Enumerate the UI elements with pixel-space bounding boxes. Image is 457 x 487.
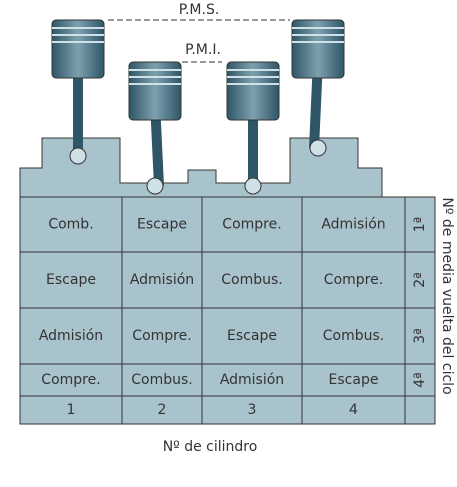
- cell-text: Comb.: [48, 217, 93, 233]
- cell-text: Admisión: [130, 272, 194, 288]
- table: Comb. Escape Compre. Admisión 1ª Escape Admisi…: [19, 196, 436, 425]
- half-turn-label: 1ª: [412, 217, 428, 233]
- cylinder-number: 4: [349, 402, 358, 418]
- half-turn-label: 2ª: [412, 272, 428, 288]
- cell-text: Escape: [227, 328, 277, 344]
- cell-text: Combus.: [323, 328, 384, 344]
- right-axis-label: Nº de media vuelta del ciclo: [439, 197, 455, 394]
- cell-text: Escape: [137, 217, 187, 233]
- cylinder-number: 2: [158, 402, 167, 418]
- cell: [404, 395, 436, 425]
- cell-text: Compre.: [41, 372, 100, 388]
- cell-text: Compre.: [222, 217, 281, 233]
- pmi-label: P.M.I.: [185, 42, 221, 58]
- pms-label: P.M.S.: [179, 2, 220, 18]
- crank-pin: [244, 177, 262, 195]
- engine-block: [19, 137, 383, 198]
- cell-text: Compre.: [324, 272, 383, 288]
- bottom-axis-label: Nº de cilindro: [163, 439, 258, 455]
- cell-text: Admisión: [39, 328, 103, 344]
- pistons: [51, 19, 345, 195]
- cell-text: Escape: [46, 272, 96, 288]
- crank-pin: [146, 177, 164, 195]
- half-turn-label: 4ª: [412, 372, 428, 388]
- crank-pin: [69, 147, 87, 165]
- half-turn-label: 3ª: [412, 328, 428, 344]
- cell-text: Admisión: [220, 372, 284, 388]
- cell-text: Escape: [329, 372, 379, 388]
- crank-pin: [309, 139, 327, 157]
- cell-text: Combus.: [131, 372, 192, 388]
- cylinder-number: 1: [67, 402, 76, 418]
- cylinder-number: 3: [248, 402, 257, 418]
- cell-text: Compre.: [132, 328, 191, 344]
- cell-text: Combus.: [221, 272, 282, 288]
- cell-text: Admisión: [321, 217, 385, 233]
